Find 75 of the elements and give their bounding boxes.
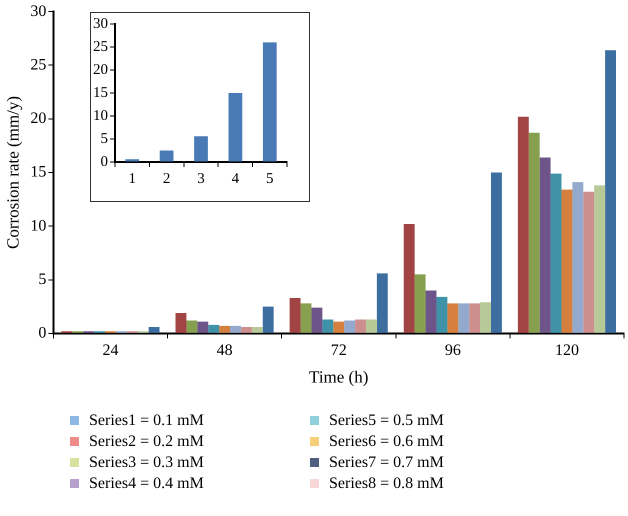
bar bbox=[322, 319, 334, 333]
bar bbox=[528, 132, 540, 333]
y-tick-label: 5 bbox=[100, 130, 108, 147]
bar bbox=[290, 298, 301, 333]
bar bbox=[186, 320, 198, 333]
x-tick-label: 1 bbox=[128, 170, 136, 187]
x-tick-label: 24 bbox=[102, 342, 118, 360]
y-tick-label: 25 bbox=[30, 56, 46, 74]
bar bbox=[208, 324, 220, 333]
bar bbox=[366, 319, 377, 333]
bar bbox=[447, 303, 458, 333]
bar bbox=[404, 224, 415, 333]
bar bbox=[550, 174, 562, 333]
y-tick-label: 0 bbox=[100, 154, 108, 170]
bar bbox=[219, 326, 230, 333]
bar bbox=[414, 274, 426, 333]
bar bbox=[594, 185, 606, 333]
bar bbox=[262, 42, 277, 162]
y-tick-label: 5 bbox=[38, 270, 46, 288]
bar bbox=[344, 320, 356, 333]
x-tick-label: 72 bbox=[330, 342, 347, 360]
bar bbox=[148, 326, 160, 333]
bar bbox=[262, 306, 274, 333]
x-tick-label: 120 bbox=[554, 342, 579, 360]
y-tick-label: 15 bbox=[30, 164, 46, 181]
bar bbox=[561, 190, 572, 333]
text: Series7 = 0.7 mM bbox=[329, 454, 444, 472]
y-tick-label: 20 bbox=[30, 110, 46, 128]
y-tick-label: 30 bbox=[93, 16, 108, 32]
text: Series8 = 0.8 mM bbox=[329, 474, 444, 492]
y-tick-label: 10 bbox=[93, 108, 108, 124]
bar bbox=[355, 319, 366, 333]
bar bbox=[230, 326, 241, 333]
bar bbox=[160, 150, 174, 162]
x-tick-label: 2 bbox=[162, 170, 170, 187]
bar bbox=[518, 116, 529, 333]
y-tick-label: 15 bbox=[93, 84, 108, 101]
bar bbox=[194, 136, 208, 162]
bar bbox=[572, 182, 584, 333]
bar bbox=[480, 302, 491, 333]
bar bbox=[228, 93, 242, 162]
y-tick-label: 0 bbox=[38, 324, 46, 342]
bar bbox=[583, 192, 594, 333]
bar bbox=[458, 303, 470, 333]
x-tick-label: 96 bbox=[444, 342, 461, 360]
bar bbox=[240, 326, 252, 333]
y-tick-label: 10 bbox=[30, 217, 46, 234]
bar bbox=[426, 290, 436, 333]
bar bbox=[605, 50, 616, 333]
bar bbox=[436, 296, 448, 333]
text: Series1 = 0.1 mM bbox=[89, 412, 204, 430]
bar bbox=[311, 308, 322, 333]
bar bbox=[252, 326, 263, 333]
bar bbox=[490, 172, 502, 333]
y-tick-label: 30 bbox=[30, 2, 46, 20]
bar bbox=[540, 157, 551, 333]
x-axis-title: Time (h) bbox=[309, 367, 368, 386]
y-axis-title: Corrosion rate (mm/y) bbox=[4, 96, 23, 249]
text: Series5 = 0.5 mM bbox=[329, 412, 444, 430]
bar bbox=[333, 322, 344, 333]
text: Series4 = 0.4 mM bbox=[89, 474, 204, 492]
x-tick-label: 4 bbox=[232, 170, 240, 187]
bar bbox=[300, 303, 312, 333]
text: Series3 = 0.3 mM bbox=[89, 454, 204, 472]
text: Series2 = 0.2 mM bbox=[89, 432, 204, 450]
x-tick-label: 5 bbox=[266, 170, 274, 187]
y-tick-label: 25 bbox=[93, 38, 108, 55]
text: Series6 = 0.6 mM bbox=[329, 432, 444, 450]
bar bbox=[469, 303, 480, 333]
bar bbox=[197, 322, 208, 333]
x-tick-label: 3 bbox=[197, 170, 205, 187]
y-tick-label: 20 bbox=[93, 62, 108, 78]
x-tick-label: 48 bbox=[216, 342, 233, 360]
bar bbox=[376, 273, 388, 333]
bar bbox=[176, 313, 186, 333]
